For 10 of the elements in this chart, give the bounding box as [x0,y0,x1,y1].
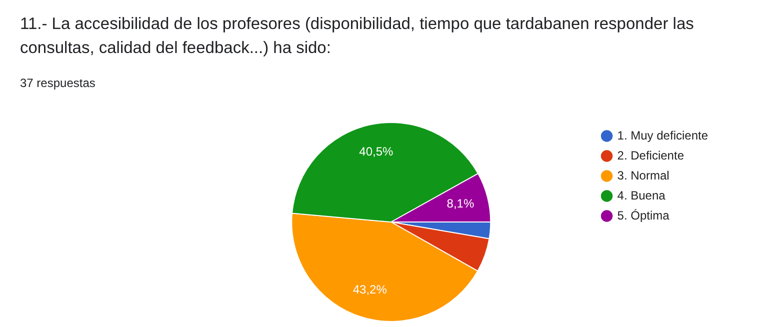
data-label: 43,2% [352,282,388,297]
legend-label: 2. Deficiente [617,148,684,162]
legend-label: 4. Buena [617,188,666,202]
text: 37 respuestas [20,76,96,90]
data-label: 8,1% [446,196,474,210]
legend-label: 1. Muy deficiente [617,128,708,142]
chart-title: 11.- La accesibilidad de los profesores (disponibilidad, tiempo que tardabanen responder las consultas, calidad del feedback...) ha sido: [20,14,695,59]
data-label: 40,5% [359,144,394,158]
legend-label: 5. Óptima [617,208,670,222]
legend-label: 3. Normal [617,168,670,182]
